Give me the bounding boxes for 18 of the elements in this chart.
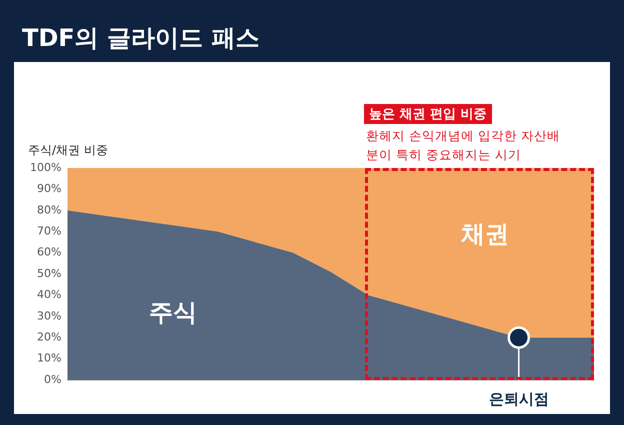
series-label: 주식 [148, 298, 197, 327]
chart-title: TDF의 글라이드 패스 [22, 23, 260, 54]
y-tick-label: 20% [36, 330, 62, 344]
y-tick-label: 90% [36, 182, 62, 196]
annotation: 은퇴시점 [488, 390, 549, 408]
y-tick-label: 40% [36, 288, 62, 302]
text: 환헤지 손익개념에 입각한 자산배분이 특히 중요해지는 시기 [366, 127, 561, 164]
series-label: 채권 [460, 220, 509, 248]
y-tick-label: 60% [36, 246, 62, 259]
y-axis-title: 주식/채권 비중 [28, 142, 108, 159]
y-tick-label: 10% [36, 352, 62, 365]
y-tick-label: 100% [30, 160, 62, 174]
y-tick-label: 30% [36, 309, 62, 322]
y-tick-label: 70% [36, 224, 62, 238]
text: 높은 채권 편입 비중 [364, 104, 492, 124]
y-tick-label: 0% [44, 372, 62, 386]
y-tick-label: 80% [36, 203, 62, 216]
y-tick-label: 50% [36, 266, 62, 280]
